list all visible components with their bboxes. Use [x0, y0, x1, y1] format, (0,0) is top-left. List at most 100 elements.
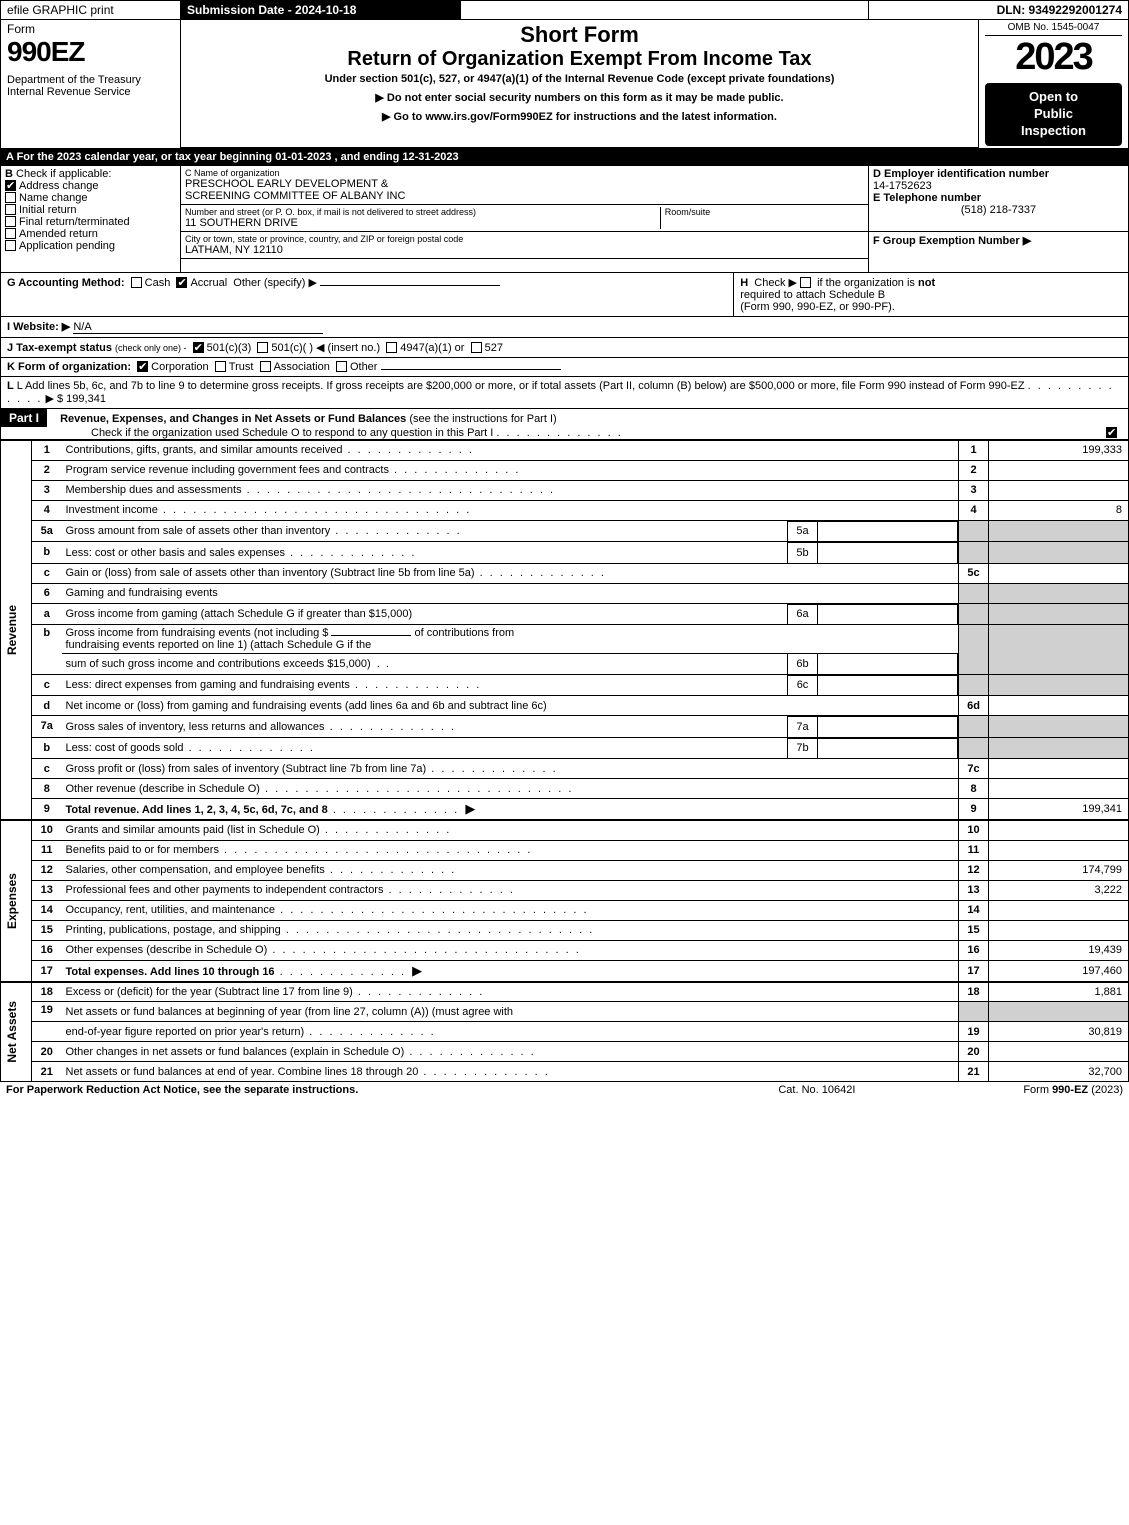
- checkbox-other-org[interactable]: [336, 361, 347, 372]
- catalog-number: Cat. No. 10642I: [728, 1082, 906, 1098]
- other-specify-field[interactable]: [320, 285, 500, 286]
- line-4-amount: 8: [989, 500, 1129, 520]
- line-4-desc: Investment income: [66, 504, 158, 516]
- room-suite-label: Room/suite: [665, 207, 864, 217]
- line-21-desc: Net assets or fund balances at end of ye…: [66, 1066, 419, 1078]
- checkbox-schedule-o-part1[interactable]: [1106, 427, 1117, 438]
- part-1-title: Revenue, Expenses, and Changes in Net As…: [60, 413, 406, 425]
- tax-year: 2023: [985, 36, 1122, 79]
- goto-link[interactable]: ▶ Go to www.irs.gov/Form990EZ for instru…: [187, 110, 972, 123]
- other-org-field[interactable]: [381, 369, 561, 370]
- line-7a-desc: Gross sales of inventory, less returns a…: [66, 721, 325, 733]
- dln: DLN: 93492292001274: [869, 1, 1129, 20]
- checkbox-527[interactable]: [471, 342, 482, 353]
- line-19-amount: 30,819: [989, 1022, 1129, 1042]
- form-word: Form: [7, 22, 174, 36]
- checkbox-501c[interactable]: [257, 342, 268, 353]
- line-9-amount: 199,341: [989, 799, 1129, 821]
- line-19-desc-2: end-of-year figure reported on prior yea…: [66, 1026, 305, 1038]
- label-e: E Telephone number: [873, 192, 981, 204]
- line-6a-desc: Gross income from gaming (attach Schedul…: [66, 608, 413, 620]
- line-3-amount: [989, 480, 1129, 500]
- short-form-title: Short Form: [187, 22, 972, 48]
- line-18-amount: 1,881: [989, 982, 1129, 1002]
- line-6a-sub-amount: [818, 604, 958, 624]
- efile-label: efile GRAPHIC print: [1, 1, 181, 20]
- line-5a-desc: Gross amount from sale of assets other t…: [66, 525, 331, 537]
- checkbox-accrual[interactable]: [176, 277, 187, 288]
- line-6b-desc-3: sum of such gross income and contributio…: [66, 658, 371, 670]
- label-c: C Name of organization: [185, 168, 864, 178]
- line-l-text: L Add lines 5b, 6c, and 7b to line 9 to …: [17, 380, 1025, 392]
- line-6b-amount-field[interactable]: [331, 635, 411, 636]
- line-5a-sub-amount: [818, 521, 958, 541]
- irs-label: Internal Revenue Service: [7, 86, 174, 98]
- checkbox-name-change[interactable]: [5, 192, 16, 203]
- line-7a-sub-amount: [818, 717, 958, 737]
- line-13-amount: 3,222: [989, 880, 1129, 900]
- line-5b-desc: Less: cost or other basis and sales expe…: [66, 547, 286, 559]
- line-16-desc: Other expenses (describe in Schedule O): [66, 944, 268, 956]
- line-6d-desc: Net income or (loss) from gaming and fun…: [66, 700, 547, 712]
- part-1-label: Part I: [1, 409, 47, 427]
- label-d: D Employer identification number: [873, 168, 1049, 180]
- line-6-desc: Gaming and fundraising events: [62, 583, 959, 603]
- line-7c-desc: Gross profit or (loss) from sales of inv…: [66, 763, 427, 775]
- footer-form-number: 990-EZ: [1052, 1084, 1088, 1096]
- line-16-amount: 19,439: [989, 940, 1129, 960]
- line-21-amount: 32,700: [989, 1062, 1129, 1082]
- checkbox-address-change[interactable]: [5, 180, 16, 191]
- line-2-desc: Program service revenue including govern…: [66, 464, 389, 476]
- page-footer: For Paperwork Reduction Act Notice, see …: [0, 1082, 1129, 1098]
- line-15-amount: [989, 920, 1129, 940]
- top-bar: efile GRAPHIC print Submission Date - 20…: [0, 0, 1129, 20]
- dept-treasury: Department of the Treasury: [7, 74, 174, 86]
- section-b-table: B Check if applicable: Address change Na…: [0, 165, 1129, 273]
- city-state-zip: LATHAM, NY 12110: [185, 244, 864, 256]
- checkbox-4947a1[interactable]: [386, 342, 397, 353]
- omb-number: OMB No. 1545-0047: [985, 22, 1122, 36]
- checkbox-amended-return[interactable]: [5, 228, 16, 239]
- label-h: H: [740, 277, 748, 289]
- checkbox-final-return[interactable]: [5, 216, 16, 227]
- label-f: F Group Exemption Number ▶: [873, 235, 1031, 247]
- form-header: Form 990EZ Department of the Treasury In…: [0, 20, 1129, 149]
- label-i: I Website: ▶: [7, 321, 70, 333]
- website-field: N/A: [73, 321, 323, 334]
- line-6d-amount: [989, 696, 1129, 716]
- line-12-desc: Salaries, other compensation, and employ…: [66, 864, 325, 876]
- line-5c-amount: [989, 563, 1129, 583]
- section-j: J Tax-exempt status (check only one) - 5…: [0, 338, 1129, 358]
- line-9-desc: Total revenue. Add lines 1, 2, 3, 4, 5c,…: [66, 804, 328, 816]
- line-6b-desc-2: fundraising events reported on line 1) (…: [66, 639, 372, 651]
- checkbox-application-pending[interactable]: [5, 240, 16, 251]
- line-6b-sub-amount: [818, 654, 958, 674]
- line-20-desc: Other changes in net assets or fund bala…: [66, 1046, 405, 1058]
- label-g: G Accounting Method:: [7, 277, 125, 289]
- street-address: 11 SOUTHERN DRIVE: [185, 217, 660, 229]
- section-i: I Website: ▶ N/A: [0, 317, 1129, 338]
- section-k: K Form of organization: Corporation Trus…: [0, 358, 1129, 377]
- checkbox-association[interactable]: [260, 361, 271, 372]
- line-5c-desc: Gain or (loss) from sale of assets other…: [66, 567, 475, 579]
- gross-receipts-amount: 199,341: [66, 393, 106, 405]
- form-number: 990EZ: [7, 36, 174, 68]
- label-k: K Form of organization:: [7, 361, 131, 373]
- line-2-amount: [989, 460, 1129, 480]
- org-name-line2: SCREENING COMMITTEE OF ALBANY INC: [185, 190, 864, 202]
- checkbox-schedule-b-not-required[interactable]: [800, 277, 811, 288]
- label-b: B: [5, 168, 13, 180]
- checkbox-trust[interactable]: [215, 361, 226, 372]
- checkbox-cash[interactable]: [131, 277, 142, 288]
- line-15-desc: Printing, publications, postage, and shi…: [66, 924, 281, 936]
- line-8-amount: [989, 779, 1129, 799]
- checkbox-initial-return[interactable]: [5, 204, 16, 215]
- city-label: City or town, state or province, country…: [185, 234, 864, 244]
- line-18-desc: Excess or (deficit) for the year (Subtra…: [66, 986, 353, 998]
- line-13-desc: Professional fees and other payments to …: [66, 884, 384, 896]
- form-subtitle: Under section 501(c), 527, or 4947(a)(1)…: [187, 73, 972, 85]
- street-label: Number and street (or P. O. box, if mail…: [185, 207, 660, 217]
- line-11-desc: Benefits paid to or for members: [66, 844, 219, 856]
- checkbox-501c3[interactable]: [193, 342, 204, 353]
- checkbox-corporation[interactable]: [137, 361, 148, 372]
